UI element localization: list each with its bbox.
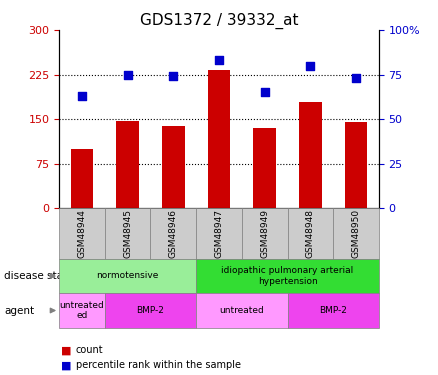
Text: BMP-2: BMP-2 bbox=[137, 306, 164, 315]
Text: ■: ■ bbox=[61, 345, 72, 355]
Text: normotensive: normotensive bbox=[96, 272, 159, 280]
Title: GDS1372 / 39332_at: GDS1372 / 39332_at bbox=[140, 12, 298, 28]
Bar bbox=[299, 102, 322, 208]
Point bbox=[307, 63, 314, 69]
Point bbox=[78, 93, 85, 99]
Text: ■: ■ bbox=[61, 360, 72, 370]
Text: GSM48944: GSM48944 bbox=[78, 209, 86, 258]
Text: count: count bbox=[76, 345, 103, 355]
Bar bbox=[208, 70, 230, 208]
Point bbox=[170, 74, 177, 80]
Text: idiopathic pulmonary arterial
hypertension: idiopathic pulmonary arterial hypertensi… bbox=[221, 266, 353, 286]
Bar bbox=[345, 122, 367, 208]
Point bbox=[261, 89, 268, 95]
Text: GSM48946: GSM48946 bbox=[169, 209, 178, 258]
Point bbox=[215, 57, 223, 63]
Text: BMP-2: BMP-2 bbox=[319, 306, 347, 315]
Bar bbox=[71, 149, 93, 208]
Text: agent: agent bbox=[4, 306, 35, 315]
Text: GSM48947: GSM48947 bbox=[215, 209, 223, 258]
Text: untreated
ed: untreated ed bbox=[60, 301, 104, 320]
Point bbox=[124, 72, 131, 78]
Text: percentile rank within the sample: percentile rank within the sample bbox=[76, 360, 241, 370]
Text: untreated: untreated bbox=[219, 306, 264, 315]
Text: GSM48950: GSM48950 bbox=[352, 209, 360, 258]
Point bbox=[353, 75, 360, 81]
Text: GSM48945: GSM48945 bbox=[123, 209, 132, 258]
Text: disease state: disease state bbox=[4, 271, 74, 281]
Bar bbox=[162, 126, 185, 208]
Text: GSM48949: GSM48949 bbox=[260, 209, 269, 258]
Bar bbox=[253, 128, 276, 208]
Bar bbox=[116, 121, 139, 208]
Text: GSM48948: GSM48948 bbox=[306, 209, 315, 258]
